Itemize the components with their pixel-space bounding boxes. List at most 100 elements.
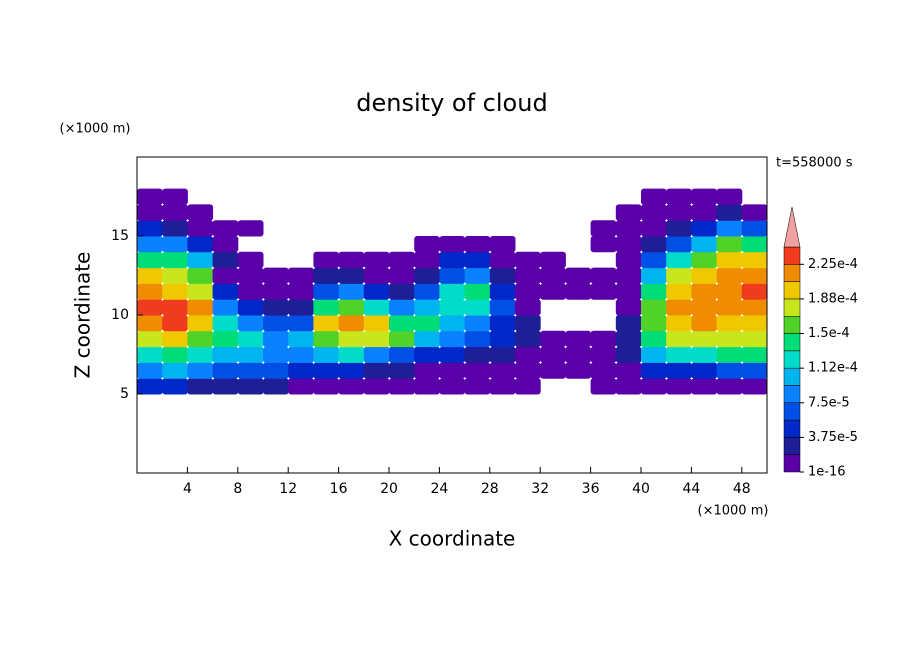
contour-cell [263, 330, 289, 348]
contour-cell [187, 283, 214, 300]
contour-cell [666, 315, 692, 332]
contour-cell [263, 346, 289, 363]
x-unit: (×1000 m) [698, 504, 769, 519]
contour-cell [212, 378, 239, 395]
contour-cell [590, 346, 617, 363]
x-tick-label: 12 [279, 481, 297, 497]
contour-cell [414, 267, 440, 284]
contour-cell [187, 346, 214, 363]
contour-cell [162, 283, 188, 300]
contour-cell [515, 267, 541, 284]
contour-cell [540, 283, 566, 300]
contour-cell [338, 267, 365, 284]
contour-cell [691, 188, 718, 205]
contour-cell [691, 378, 718, 395]
contour-cell [716, 220, 743, 237]
contour-cell [641, 362, 667, 379]
contour-cell [389, 362, 415, 379]
colorbar-label: 2.25e-4 [808, 257, 858, 272]
colorbar-box [783, 333, 801, 352]
contour-cell [691, 330, 718, 348]
contour-cell [338, 251, 365, 269]
contour-cell [515, 378, 541, 395]
contour-cell [263, 283, 289, 300]
contour-cell [439, 346, 466, 363]
contour-cell [691, 362, 718, 379]
contour-cell [363, 299, 390, 316]
contour-cell [313, 346, 340, 363]
contour-cell [464, 283, 491, 300]
colorbar-label: 1.12e-4 [808, 361, 858, 376]
contour-cell [313, 299, 340, 316]
contour-cell [565, 283, 592, 300]
contour-cell [666, 204, 692, 221]
contour-cell [187, 220, 214, 237]
contour-cell [389, 346, 415, 363]
contour-cell [641, 283, 667, 300]
contour-cell [641, 315, 667, 332]
contour-cell [666, 188, 692, 205]
contour-cell [338, 299, 365, 316]
colorbar-label: 1.5e-4 [808, 326, 850, 341]
contour-cell [691, 267, 718, 284]
contour-cell [288, 330, 314, 348]
contour-cell [313, 330, 340, 348]
contour-cell [237, 299, 264, 316]
contour-cell [237, 251, 264, 269]
contour-cell [187, 362, 214, 379]
contour-cell [615, 299, 642, 316]
contour-cell [515, 346, 541, 363]
contour-cell [716, 378, 743, 395]
contour-cell [716, 315, 743, 332]
contour-cell [212, 267, 239, 284]
contour-cell [615, 204, 642, 221]
contour-cell [716, 299, 743, 316]
contour-cell [363, 330, 390, 348]
contour-cell [212, 236, 239, 253]
contour-cell [414, 299, 440, 316]
contour-cell [615, 346, 642, 363]
contour-cell [464, 251, 491, 269]
contour-cell [137, 267, 163, 284]
contour-cell [741, 346, 768, 363]
y-tick-label: 15 [111, 228, 129, 244]
contour-cell [137, 315, 163, 332]
contour-cell [666, 251, 692, 269]
contour-cell [716, 251, 743, 269]
contour-cell [162, 188, 188, 205]
chart-title: density of cloud [356, 89, 547, 117]
contour-cell [439, 362, 466, 379]
contour-cell [439, 330, 466, 348]
contour-cell [716, 236, 743, 253]
contour-cell [464, 315, 491, 332]
contour-cell [313, 362, 340, 379]
contour-cell [489, 346, 516, 363]
contour-cell [615, 236, 642, 253]
contour-cell [212, 330, 239, 348]
colorbar-box [783, 454, 801, 473]
contour-cell [716, 188, 743, 205]
contour-cell [162, 299, 188, 316]
time-label: t=558000 s [776, 156, 853, 171]
colorbar-box [783, 281, 801, 300]
contour-cell [590, 267, 617, 284]
contour-cell [439, 299, 466, 316]
contour-cell [313, 251, 340, 269]
contour-cell [741, 299, 768, 316]
contour-cell [666, 299, 692, 316]
contour-cell [641, 188, 667, 205]
contour-cell [641, 204, 667, 221]
contour-cell [288, 378, 314, 395]
contour-cell [615, 378, 642, 395]
contour-cell [263, 315, 289, 332]
contour-cell [187, 315, 214, 332]
x-tick-label: 4 [183, 481, 192, 497]
contour-cell [666, 346, 692, 363]
contour-cell [162, 315, 188, 332]
x-tick-label: 24 [430, 481, 448, 497]
contour-cell [691, 220, 718, 237]
contour-cell [666, 362, 692, 379]
contour-cell [237, 378, 264, 395]
contour-cell [741, 315, 768, 332]
contour-cell [389, 378, 415, 395]
